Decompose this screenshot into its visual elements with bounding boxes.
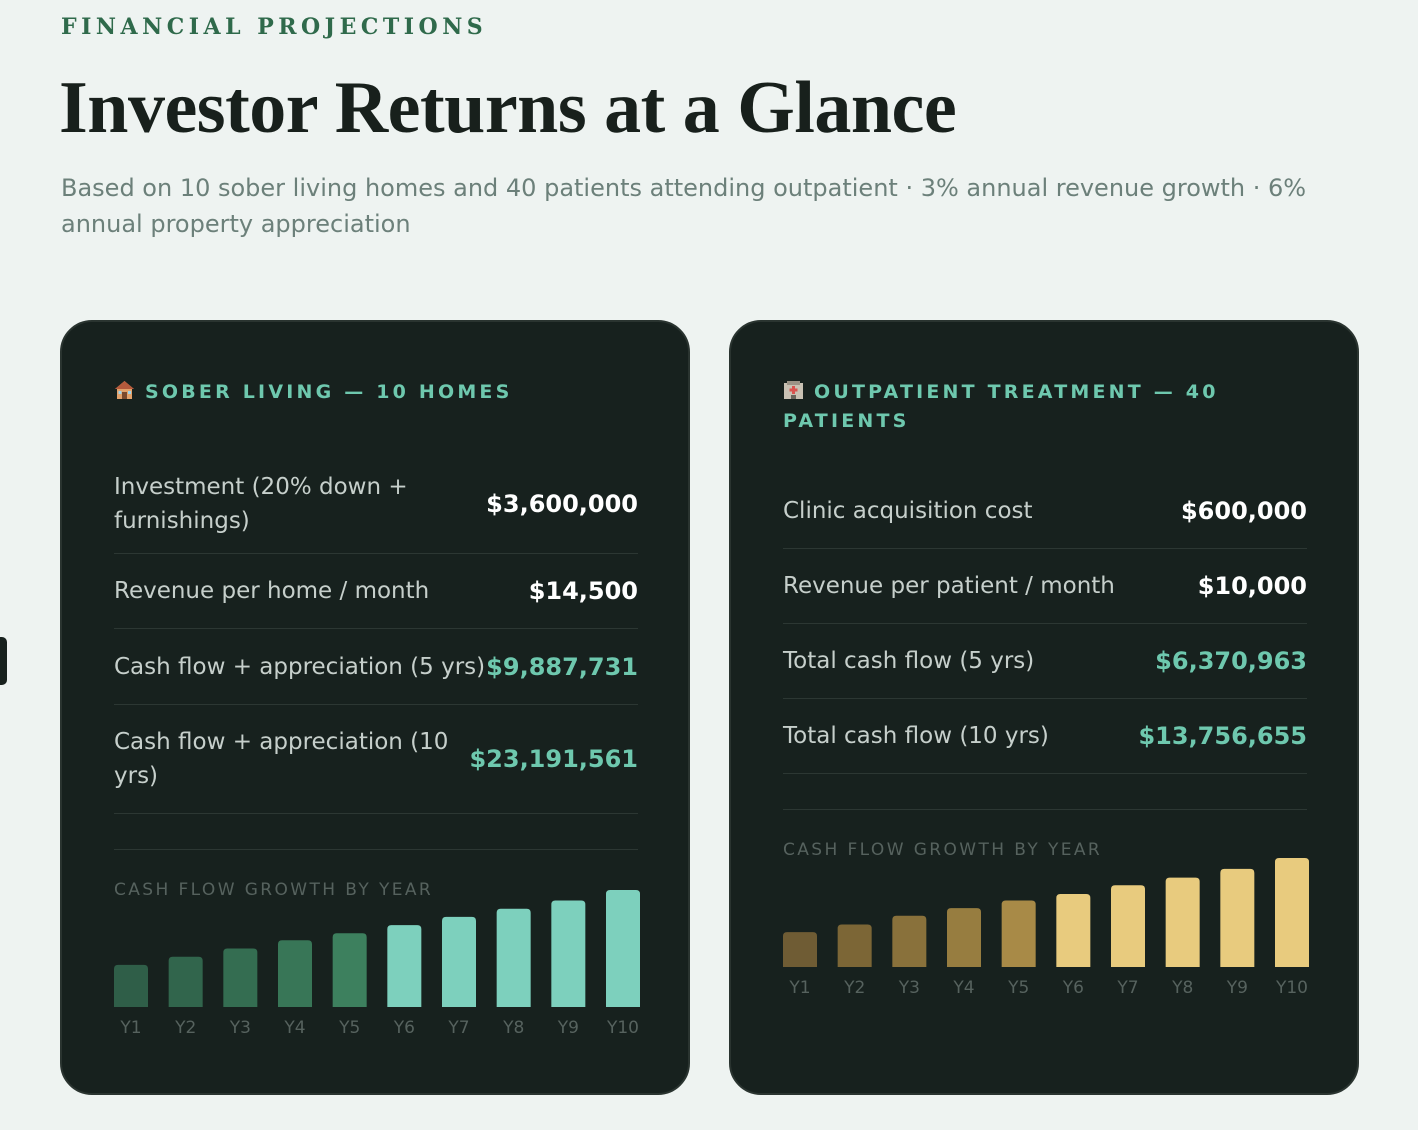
x-tick-label: Y10	[1275, 978, 1308, 998]
metric-value: $14,500	[528, 577, 638, 605]
metric-label: Revenue per home / month	[114, 578, 430, 604]
hospital-icon	[784, 381, 803, 399]
house-icon	[115, 381, 134, 399]
chart-divider	[783, 809, 1307, 810]
x-tick-label: Y1	[119, 1018, 141, 1038]
bar-y8	[496, 908, 531, 1007]
bar-y4	[278, 940, 312, 1007]
metric-label: Cash flow + appreciation (10 yrs)	[114, 729, 449, 789]
metric-row: Investment (20% down + furnishings) $3,6…	[114, 454, 638, 554]
chart-title: CASH FLOW GROWTH BY YEAR	[783, 840, 1103, 860]
outpatient-heading: OUTPATIENT TREATMENT — 40 PATIENTS	[783, 378, 1253, 436]
x-tick-label: Y8	[1171, 978, 1193, 998]
bar-y9	[1220, 868, 1255, 967]
outpatient-heading-text: OUTPATIENT TREATMENT — 40 PATIENTS	[783, 381, 1219, 432]
bar-y7	[1111, 885, 1145, 967]
x-tick-label: Y10	[606, 1018, 639, 1038]
bar-y5	[1001, 900, 1036, 967]
x-tick-label: Y6	[1062, 978, 1084, 998]
x-tick-label: Y3	[898, 978, 920, 998]
x-tick-label: Y8	[502, 1018, 524, 1038]
metric-value: $600,000	[1180, 496, 1307, 525]
x-tick-label: Y4	[952, 978, 974, 998]
metric-value: $10,000	[1197, 572, 1307, 600]
metric-label: Revenue per patient / month	[783, 573, 1115, 599]
x-tick-label: Y5	[338, 1018, 360, 1038]
metric-row: Revenue per patient / month $10,000	[783, 549, 1307, 624]
page-title: Investor Returns at a Glance	[59, 67, 957, 149]
outpatient-card: OUTPATIENT TREATMENT — 40 PATIENTS Clini…	[729, 320, 1359, 1095]
bar-y1	[783, 932, 817, 967]
metric-label: Investment (20% down + furnishings)	[114, 473, 408, 534]
x-tick-label: Y9	[557, 1018, 579, 1038]
chart-title: CASH FLOW GROWTH BY YEAR	[114, 880, 434, 900]
sober-living-heading: SOBER LIVING — 10 HOMES	[114, 378, 584, 407]
eyebrow-label: FINANCIAL PROJECTIONS	[61, 14, 488, 40]
metric-value: $6,370,963	[1155, 647, 1307, 675]
bar-y10	[606, 890, 640, 1007]
x-tick-label: Y2	[174, 1018, 196, 1038]
sober-living-card: SOBER LIVING — 10 HOMES Investment (20% …	[60, 320, 690, 1095]
sober-living-cash-flow-chart: Y1 Y2 Y3 Y4 Y5 Y6 Y7 Y8 Y9 Y10	[114, 890, 640, 1038]
bar-y3	[892, 915, 927, 967]
metric-label: Cash flow + appreciation (5 yrs)	[114, 653, 486, 680]
chart-divider	[114, 849, 638, 850]
x-tick-label: Y7	[1116, 978, 1138, 998]
metric-row: Cash flow + appreciation (10 yrs) $23,19…	[114, 705, 638, 814]
bar-y2	[837, 924, 872, 967]
x-tick-label: Y4	[283, 1018, 305, 1038]
outpatient-cash-flow-chart: Y1 Y2 Y3 Y4 Y5 Y6 Y7 Y8 Y9 Y10	[783, 858, 1309, 998]
metric-value: $23,191,561	[469, 745, 638, 773]
metric-value: $9,887,731	[486, 652, 638, 681]
bar-y10	[1275, 858, 1309, 967]
bar-y8	[1165, 877, 1200, 967]
metric-value: $3,600,000	[486, 489, 638, 518]
bar-y9	[551, 900, 586, 1007]
metric-row: Total cash flow (10 yrs) $13,756,655	[783, 699, 1307, 774]
metric-label: Total cash flow (10 yrs)	[783, 723, 1049, 749]
bar-y5	[332, 933, 367, 1007]
x-tick-label: Y3	[229, 1018, 251, 1038]
x-tick-label: Y1	[788, 978, 810, 998]
bar-y3	[223, 948, 258, 1007]
metric-value: $13,756,655	[1138, 722, 1307, 750]
metric-label: Clinic acquisition cost	[783, 497, 1033, 524]
x-tick-label: Y9	[1226, 978, 1248, 998]
sober-living-heading-text: SOBER LIVING — 10 HOMES	[145, 381, 513, 403]
page-subtitle: Based on 10 sober living homes and 40 pa…	[61, 174, 1307, 238]
metric-row: Cash flow + appreciation (5 yrs) $9,887,…	[114, 629, 638, 705]
x-tick-label: Y7	[447, 1018, 469, 1038]
metric-row: Clinic acquisition cost $600,000	[783, 473, 1307, 549]
x-tick-label: Y5	[1007, 978, 1029, 998]
side-collapse-tab[interactable]	[0, 637, 7, 685]
x-tick-label: Y6	[393, 1018, 415, 1038]
bar-y6	[1056, 893, 1091, 967]
bar-y4	[947, 908, 981, 967]
bar-y2	[168, 956, 203, 1007]
metric-label: Total cash flow (5 yrs)	[783, 648, 1035, 674]
bar-y6	[387, 925, 422, 1007]
metric-row: Total cash flow (5 yrs) $6,370,963	[783, 624, 1307, 699]
x-tick-label: Y2	[843, 978, 865, 998]
metric-row: Revenue per home / month $14,500	[114, 554, 638, 629]
bar-y1	[114, 964, 148, 1007]
bar-y7	[442, 916, 476, 1007]
